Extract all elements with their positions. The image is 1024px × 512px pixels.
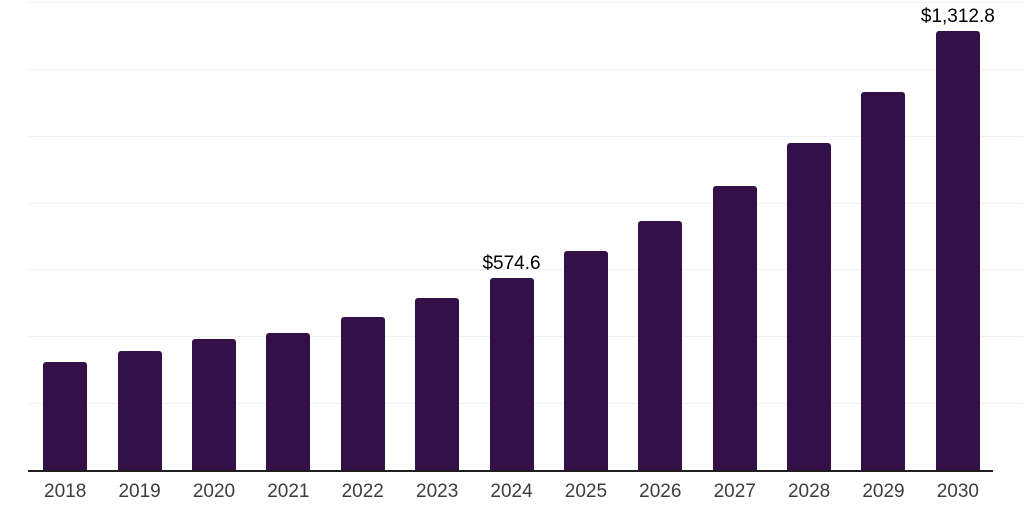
x-tick-2025: 2025 <box>564 481 608 502</box>
x-axis-tick-labels: 2018 2019 2020 2021 2022 2023 2024 2025 2026 2027… <box>28 481 995 503</box>
gridline-800 <box>28 202 1023 204</box>
x-tick-2020: 2020 <box>192 481 236 502</box>
bar-2028 <box>787 143 832 470</box>
bar-slot-2027 <box>698 0 772 470</box>
bar-2027 <box>712 185 757 470</box>
bar-slot-2028 <box>772 0 846 470</box>
gridline-1000 <box>28 135 1023 137</box>
x-tick-2018: 2018 <box>44 481 87 502</box>
bar-slot-2023 <box>400 0 474 470</box>
bar-slot-2025 <box>549 0 623 470</box>
x-tick-2022: 2022 <box>341 481 384 502</box>
bar-2022 <box>340 316 385 470</box>
x-tick-2026: 2026 <box>639 481 682 502</box>
gridline-1400 <box>28 2 1023 3</box>
bar-slot-2022 <box>326 0 400 470</box>
x-tick-2019: 2019 <box>118 481 161 502</box>
bar-slot-2020 <box>177 0 251 470</box>
bar-slot-2021 <box>251 0 325 470</box>
bar-value-label-2024: $574.6 <box>482 252 541 274</box>
bar-value-label-2030: $1,312.8 <box>920 6 995 28</box>
gridline-600 <box>28 269 1023 271</box>
plot-area: $574.6 $1,312.8 <box>28 0 1024 472</box>
bar-2030: $1,312.8 <box>921 6 995 470</box>
x-tick-2027: 2027 <box>713 481 756 502</box>
bar-slot-2024: $574.6 <box>474 0 548 470</box>
x-tick-2024: 2024 <box>490 481 533 502</box>
gridline-1200 <box>28 68 1023 70</box>
bar-2018 <box>43 361 88 470</box>
bar-2029 <box>861 91 906 470</box>
bar-2021 <box>266 333 311 470</box>
bar-slot-2026 <box>623 0 697 470</box>
x-tick-2029: 2029 <box>862 481 905 502</box>
bar-2024: $574.6 <box>482 253 541 470</box>
x-tick-2028: 2028 <box>787 481 831 502</box>
bar-2026 <box>638 221 683 470</box>
x-axis-line <box>28 470 993 472</box>
bar-slot-2030: $1,312.8 <box>921 0 995 470</box>
bar-2019 <box>117 351 162 470</box>
bar-2023 <box>415 298 460 470</box>
bars-row: $574.6 $1,312.8 <box>28 0 995 470</box>
bar-2025 <box>563 250 608 470</box>
bar-slot-2019 <box>102 0 176 470</box>
x-tick-2030: 2030 <box>936 481 980 502</box>
bar-slot-2029 <box>846 0 920 470</box>
bar-2020 <box>191 338 236 470</box>
x-tick-2023: 2023 <box>416 481 459 502</box>
x-tick-2021: 2021 <box>267 481 310 502</box>
bar-slot-2018 <box>28 0 102 470</box>
